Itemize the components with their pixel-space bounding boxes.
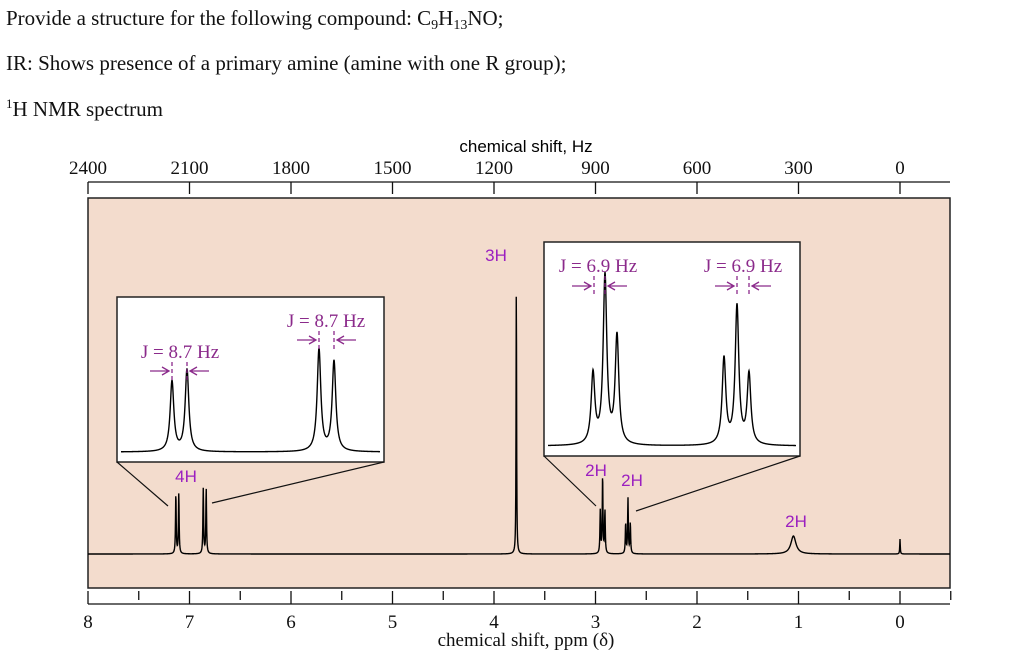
- inset-aromatic-box: [116, 296, 385, 463]
- question-line-1: Provide a structure for the following co…: [6, 6, 504, 34]
- bottom-tick-label: 6: [286, 612, 296, 633]
- axes: 2400 2100 1800 1500 1200 900 600 300 0 8 7 6 5 4 3 2 1 0: [69, 158, 952, 633]
- top-tick-label: 1800: [272, 158, 310, 179]
- bottom-axis-title: chemical shift, ppm (δ): [438, 630, 615, 650]
- inset-aliphatic-coupling-label: J = 6.9 Hz: [559, 256, 637, 277]
- inset-aromatic-trace: [120, 347, 380, 453]
- formula-suffix: NO;: [467, 6, 504, 30]
- question-line-2: IR: Shows presence of a primary amine (a…: [6, 51, 567, 75]
- inset-aromatic-leader: [211, 461, 385, 504]
- integration-label: 2H: [785, 512, 807, 531]
- top-axis-title: chemical shift, Hz: [459, 137, 592, 156]
- inset-aromatic-arrow: [188, 366, 209, 376]
- question-line-3: 1H NMR spectrum: [6, 96, 163, 122]
- inset-aromatic-coupling-label: J = 8.7 Hz: [141, 342, 219, 363]
- top-tick-label: 1500: [374, 158, 412, 179]
- integration-labels: 4H 3H 2H 2H 2H: [175, 246, 807, 531]
- bottom-tick-label: 7: [185, 612, 195, 633]
- integration-label: 2H: [585, 461, 607, 480]
- inset-aromatic-arrow: [297, 335, 318, 345]
- bottom-tick-label: 4: [489, 612, 499, 633]
- inset-aliphatic-trace: [548, 272, 797, 447]
- formula-h: H: [438, 6, 454, 30]
- inset-aliphatic-arrow: [715, 281, 736, 291]
- bottom-tick-label: 2: [692, 612, 702, 633]
- formula-subscript-c: 9: [431, 18, 439, 33]
- bottom-tick-label: 1: [794, 612, 804, 633]
- inset-aliphatic-arrow: [750, 281, 771, 291]
- inset-aliphatic-leader: [635, 455, 801, 512]
- nucleus-superscript: 1: [6, 96, 13, 111]
- top-tick-label: 1200: [475, 158, 513, 179]
- formula-subscript-h: 13: [453, 18, 468, 33]
- formula-prefix: Provide a structure for the following co…: [6, 6, 432, 30]
- inset-aliphatic-leader: [543, 455, 597, 507]
- main-spectrum: [88, 296, 950, 555]
- bottom-tick-label: 5: [388, 612, 398, 633]
- inset-aromatic-arrow: [150, 366, 171, 376]
- bottom-tick-label: 0: [895, 612, 905, 633]
- inset-aliphatic-arrow: [572, 281, 593, 291]
- inset-aromatic-coupling-label: J = 8.7 Hz: [287, 311, 365, 332]
- integration-label: 2H: [621, 471, 643, 490]
- integration-label: 4H: [175, 467, 197, 486]
- top-tick-label: 0: [895, 158, 905, 179]
- top-tick-label: 600: [683, 158, 712, 179]
- inset-aromatic-leader: [116, 461, 169, 507]
- bottom-tick-label: 8: [83, 612, 93, 633]
- top-tick-label: 2400: [69, 158, 107, 179]
- insets: J = 8.7 Hz J = 8.7 Hz J = 6.9 Hz J = 6.9 Hz: [116, 241, 801, 512]
- inset-aliphatic-box: [543, 241, 801, 457]
- spectrum-trace: [88, 296, 950, 555]
- top-tick-label: 300: [784, 158, 813, 179]
- inset-aliphatic-coupling-label: J = 6.9 Hz: [704, 256, 782, 277]
- bottom-tick-label: 3: [591, 612, 601, 633]
- spectrum-heading: H NMR spectrum: [12, 97, 164, 121]
- top-tick-label: 900: [581, 158, 610, 179]
- inset-aromatic-arrow: [335, 335, 356, 345]
- inset-aliphatic-arrow: [606, 281, 627, 291]
- top-tick-label: 2100: [171, 158, 209, 179]
- integration-label: 3H: [485, 246, 507, 265]
